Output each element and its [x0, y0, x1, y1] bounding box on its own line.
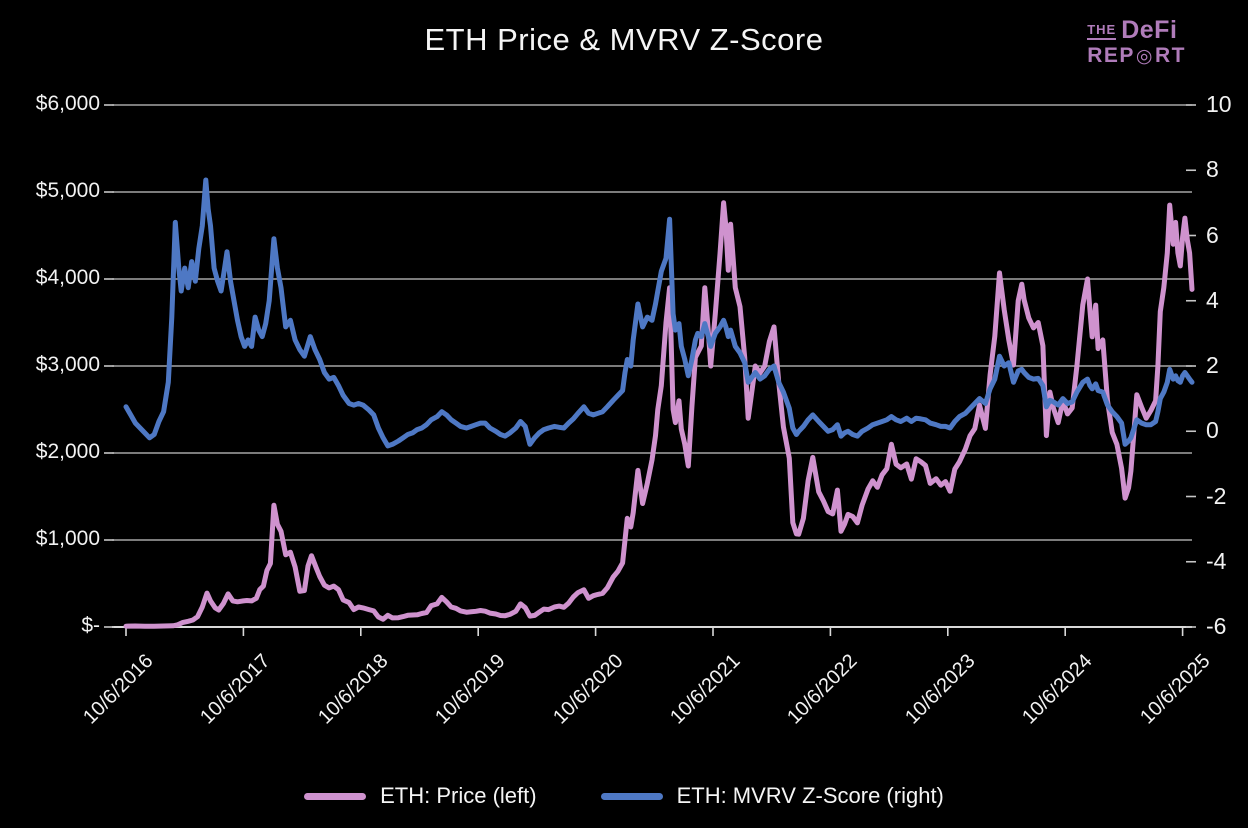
- logo-defi-text: DeFi: [1121, 16, 1178, 44]
- y-right-label-4: 2: [1206, 352, 1219, 378]
- y-left-label-2: $4,000: [35, 266, 100, 289]
- logo-rt-text: RT: [1155, 44, 1186, 67]
- mvrv-line-swatch: [600, 792, 663, 800]
- legend-label-mvrv: ETH: MVRV Z-Score (right): [676, 783, 944, 808]
- y-right-label-8: -6: [1206, 613, 1227, 639]
- y-right-label-0: 10: [1206, 91, 1232, 117]
- chart-legend: ETH: Price (left) ETH: MVRV Z-Score (rig…: [0, 775, 1248, 817]
- y-left-label-6: $-: [81, 614, 100, 637]
- series-line-price: [123, 200, 1195, 629]
- chart-title: ETH Price & MVRV Z-Score: [424, 22, 824, 57]
- logo-target-icon: ◎: [1135, 46, 1154, 67]
- y-right-label-6: -2: [1206, 482, 1227, 509]
- series-line-mvrv: [123, 177, 1195, 449]
- y-left-label-1: $5,000: [35, 179, 100, 202]
- y-right-label-3: 4: [1206, 286, 1219, 313]
- legend-label-price: ETH: Price (left): [380, 783, 537, 808]
- logo-line-2: REP ◎ RT: [1087, 45, 1186, 66]
- y-left-label-0: $6,000: [35, 92, 100, 115]
- logo-line-1: THE DeFi: [1087, 18, 1186, 43]
- y-left-label-3: $3,000: [35, 353, 100, 376]
- price-line-swatch: [304, 792, 367, 800]
- y-left-label-5: $1,000: [35, 527, 100, 550]
- y-right-label-5: 0: [1206, 417, 1219, 444]
- y-right-label-7: -4: [1206, 547, 1227, 574]
- legend-item-mvrv: ETH: MVRV Z-Score (right): [600, 783, 944, 809]
- defi-report-logo: THE DeFi REP ◎ RT: [1087, 18, 1186, 66]
- logo-rep-text: REP: [1087, 44, 1135, 67]
- logo-the-text: THE: [1087, 23, 1117, 40]
- y-right-label-2: 6: [1206, 221, 1219, 248]
- y-left-label-4: $2,000: [35, 440, 100, 463]
- legend-item-price: ETH: Price (left): [304, 783, 537, 809]
- y-right-label-1: 8: [1206, 156, 1219, 183]
